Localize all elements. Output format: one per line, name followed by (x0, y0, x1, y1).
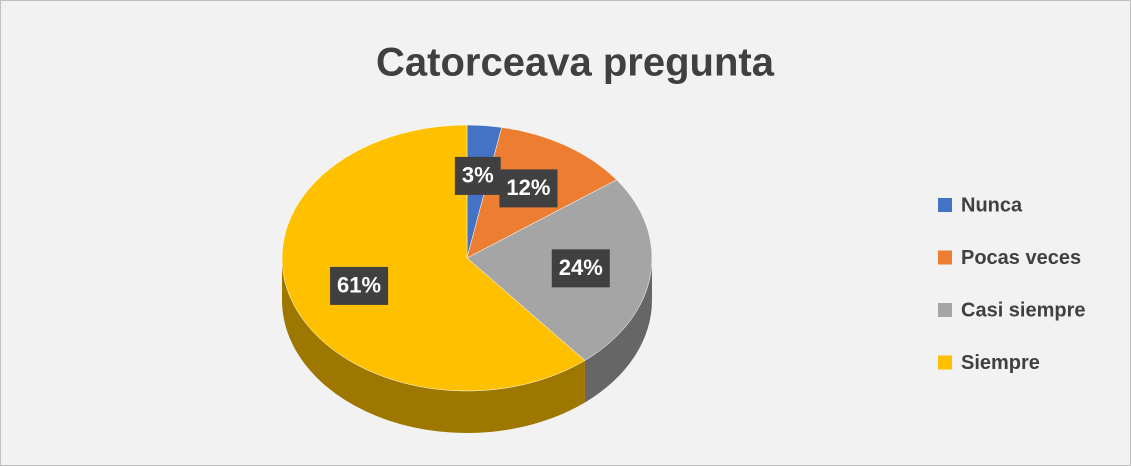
data-label: 3% (462, 163, 494, 188)
data-label: 12% (506, 175, 550, 200)
pie-slice (281, 124, 586, 392)
legend-label: Pocas veces (961, 247, 1081, 269)
data-label-box (551, 249, 610, 288)
data-label: 61% (337, 273, 381, 298)
legend-label: Siempre (961, 352, 1040, 374)
pie-side (584, 258, 652, 403)
chart-title: Catorceava pregunta (376, 41, 775, 85)
legend-swatch (938, 355, 952, 370)
pie-side (282, 258, 585, 434)
data-label-box (330, 266, 389, 305)
legend-label: Nunca (961, 194, 1023, 216)
data-label: 24% (559, 255, 603, 280)
legend-swatch (938, 198, 952, 212)
data-label-box (454, 156, 501, 195)
legend-swatch (938, 250, 952, 265)
legend-label: Casi siempre (961, 299, 1086, 321)
legend-swatch (938, 303, 952, 317)
data-label-box (499, 169, 558, 208)
